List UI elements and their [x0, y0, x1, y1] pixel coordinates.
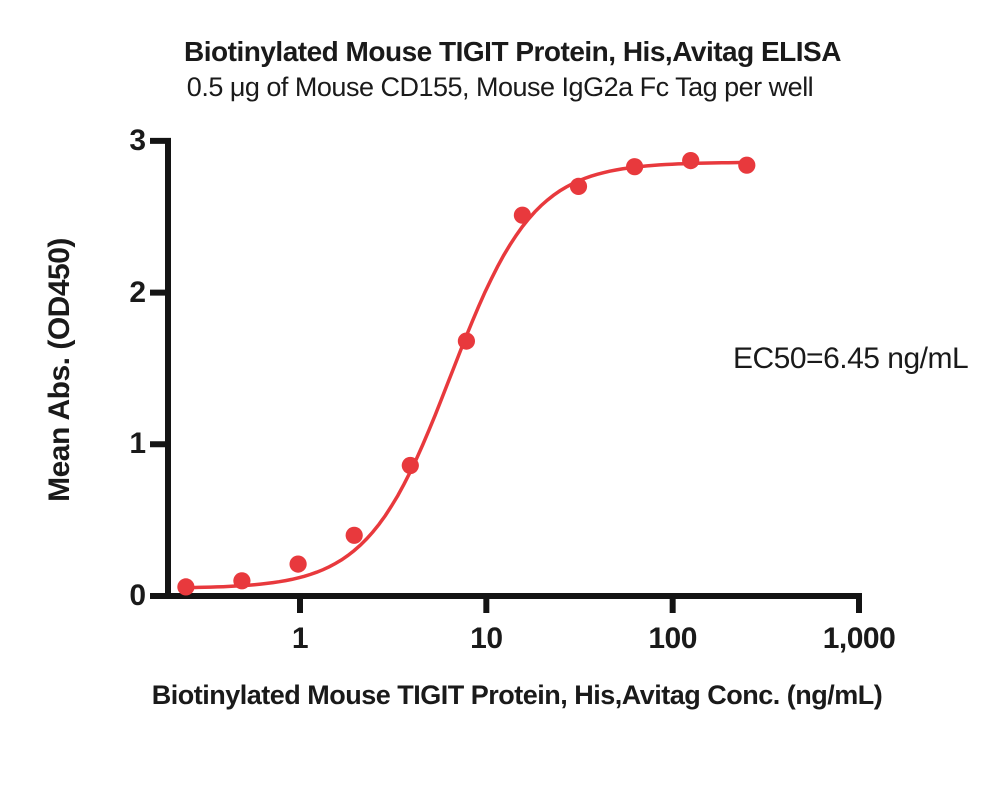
data-point	[682, 152, 700, 170]
x-axis-label: Biotinylated Mouse TIGIT Protein, His,Av…	[151, 680, 883, 710]
data-point	[457, 332, 475, 350]
data-point	[177, 578, 195, 596]
data-point	[626, 158, 644, 176]
x-tick-label: 10	[470, 622, 503, 655]
data-point	[738, 156, 756, 174]
ec50-annotation: EC50=6.45 ng/mL	[733, 342, 969, 375]
y-tick-label: 0	[129, 579, 146, 612]
data-point	[345, 526, 363, 544]
data-point	[569, 177, 588, 195]
y-tick-label: 3	[129, 123, 146, 157]
data-point	[401, 456, 419, 475]
fit-curve	[185, 160, 747, 590]
chart-title: Biotinylated Mouse TIGIT Protein, His,Av…	[184, 36, 841, 67]
y-tick-label: 2	[129, 275, 146, 309]
data-point	[513, 206, 532, 224]
x-tick-label: 1,000	[822, 622, 896, 655]
data-point	[289, 555, 307, 573]
chart-subtitle: 0.5 μg of Mouse CD155, Mouse IgG2a Fc Ta…	[186, 72, 814, 102]
x-tick-label: 1	[291, 622, 309, 655]
data-point	[233, 572, 251, 590]
x-tick-label: 100	[648, 622, 697, 655]
y-tick-label: 1	[129, 427, 146, 461]
